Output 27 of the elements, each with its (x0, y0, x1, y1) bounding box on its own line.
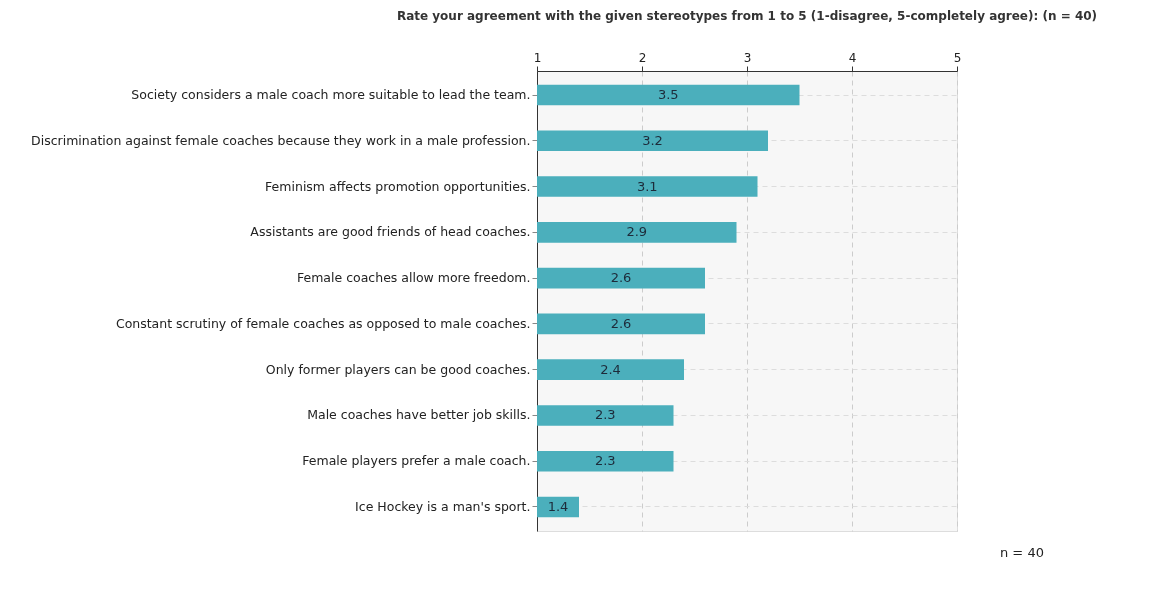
data-label: 2.3 (594, 407, 616, 423)
y-tick-label: Female coaches allow more freedom. (296, 270, 531, 286)
data-label: 2.4 (600, 361, 621, 377)
x-tick-label: 1 (533, 50, 542, 65)
y-tick-label: Society considers a male coach more suitable to lead the team. (131, 87, 531, 103)
data-label: 3.2 (642, 132, 663, 148)
data-label: 2.6 (610, 270, 632, 286)
x-tick-label: 4 (848, 50, 857, 65)
data-label: 3.1 (636, 178, 658, 194)
text: n = 40 (1000, 545, 1044, 560)
x-tick-label: 2 (638, 50, 647, 65)
data-label: 2.3 (594, 453, 616, 469)
chart-title: Rate your agreement with the given stereotypes from 1 to 5 (1-disagree, 5-completely agree): (n = 40) (396, 9, 1098, 23)
y-tick-label: Male coaches have better job skills. (307, 407, 531, 423)
data-label: 2.9 (626, 224, 648, 240)
y-tick-label: Ice Hockey is a man's sport. (355, 498, 531, 514)
y-tick-label: Feminism affects promotion opportunities. (265, 178, 531, 194)
data-label: 2.6 (610, 315, 632, 331)
y-tick-label: Female players prefer a male coach. (302, 453, 531, 469)
y-tick-label: Only former players can be good coaches. (265, 361, 531, 377)
y-tick-label: Discrimination against female coaches because they work in a male profession. (31, 132, 531, 148)
x-tick-label: 5 (953, 50, 962, 65)
data-label: 3.5 (657, 87, 679, 103)
y-tick-label: Assistants are good friends of head coaches. (250, 224, 531, 240)
y-tick-label: Constant scrutiny of female coaches as opposed to male coaches. (115, 315, 531, 331)
x-tick-label: 3 (743, 50, 752, 65)
data-label: 1.4 (547, 498, 569, 514)
